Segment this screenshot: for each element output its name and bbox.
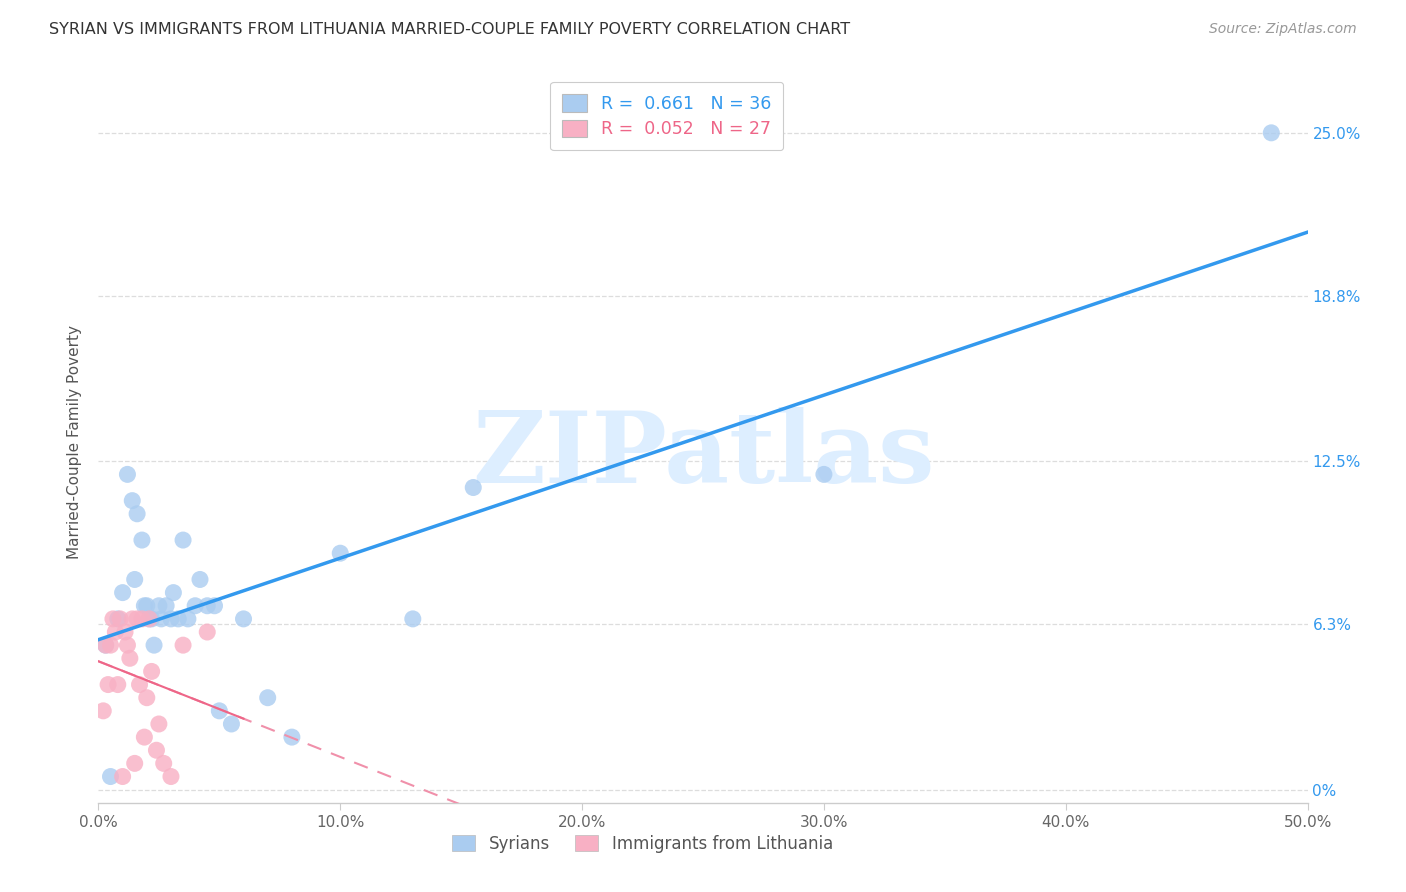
- Point: [256, 690, 278, 705]
- Point: [402, 612, 425, 626]
- Y-axis label: Married-Couple Family Poverty: Married-Couple Family Poverty: [67, 325, 83, 558]
- Text: Source: ZipAtlas.com: Source: ZipAtlas.com: [1209, 22, 1357, 37]
- Point: [124, 573, 146, 587]
- Point: [232, 612, 254, 626]
- Point: [177, 612, 200, 626]
- Point: [108, 612, 131, 626]
- Point: [131, 612, 153, 626]
- Point: [145, 743, 167, 757]
- Point: [204, 599, 226, 613]
- Point: [160, 770, 183, 784]
- Point: [111, 585, 134, 599]
- Point: [167, 612, 190, 626]
- Point: [100, 770, 122, 784]
- Point: [162, 585, 184, 599]
- Point: [121, 493, 143, 508]
- Point: [114, 625, 136, 640]
- Point: [131, 533, 153, 547]
- Point: [148, 717, 170, 731]
- Text: SYRIAN VS IMMIGRANTS FROM LITHUANIA MARRIED-COUPLE FAMILY POVERTY CORRELATION CH: SYRIAN VS IMMIGRANTS FROM LITHUANIA MARR…: [49, 22, 851, 37]
- Point: [127, 507, 149, 521]
- Point: [107, 677, 129, 691]
- Point: [128, 677, 150, 691]
- Point: [117, 638, 139, 652]
- Point: [138, 612, 160, 626]
- Point: [94, 638, 117, 652]
- Point: [184, 599, 207, 613]
- Point: [107, 612, 129, 626]
- Point: [155, 599, 177, 613]
- Point: [134, 730, 156, 744]
- Point: [160, 612, 183, 626]
- Point: [1260, 126, 1282, 140]
- Text: ZIPatlas: ZIPatlas: [472, 408, 934, 505]
- Point: [195, 599, 218, 613]
- Point: [150, 612, 173, 626]
- Point: [152, 756, 174, 771]
- Point: [195, 625, 218, 640]
- Point: [172, 638, 194, 652]
- Point: [127, 612, 149, 626]
- Point: [138, 612, 160, 626]
- Point: [813, 467, 835, 482]
- Point: [101, 612, 124, 626]
- Point: [141, 665, 163, 679]
- Point: [117, 467, 139, 482]
- Point: [134, 599, 156, 613]
- Point: [463, 481, 485, 495]
- Point: [104, 625, 127, 640]
- Point: [124, 756, 146, 771]
- Point: [100, 638, 122, 652]
- Point: [91, 704, 114, 718]
- Point: [221, 717, 243, 731]
- Point: [118, 651, 141, 665]
- Point: [148, 599, 170, 613]
- Point: [329, 546, 352, 560]
- Point: [208, 704, 231, 718]
- Point: [121, 612, 143, 626]
- Legend: Syrians, Immigrants from Lithuania: Syrians, Immigrants from Lithuania: [446, 828, 839, 860]
- Point: [135, 690, 157, 705]
- Point: [172, 533, 194, 547]
- Point: [97, 677, 120, 691]
- Point: [143, 638, 166, 652]
- Point: [281, 730, 304, 744]
- Point: [135, 599, 157, 613]
- Point: [141, 612, 163, 626]
- Point: [188, 573, 211, 587]
- Point: [111, 770, 134, 784]
- Point: [94, 638, 117, 652]
